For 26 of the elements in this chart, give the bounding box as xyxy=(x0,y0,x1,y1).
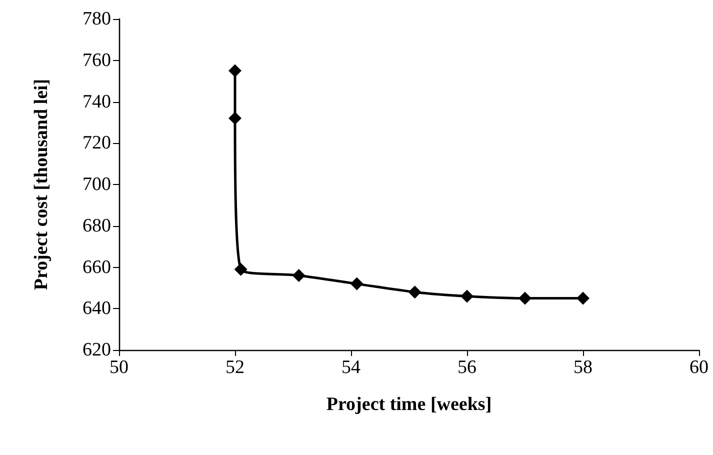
x-tick-label: 54 xyxy=(342,357,361,378)
point xyxy=(292,269,306,282)
point xyxy=(576,292,590,305)
x-tick-label: 52 xyxy=(226,357,244,378)
point xyxy=(234,262,248,276)
x-axis-title: Project time [weeks] xyxy=(326,394,492,415)
y-tick-label: 740 xyxy=(82,91,111,112)
y-tick-label: 760 xyxy=(82,50,111,71)
y-tick-label: 780 xyxy=(82,8,111,30)
y-tick-label: 620 xyxy=(82,340,111,360)
point xyxy=(518,292,532,305)
y-tick-label: 720 xyxy=(82,132,111,154)
y-tick-label: 660 xyxy=(82,256,111,278)
x-tick-label: 50 xyxy=(110,357,128,378)
y-tick-label: 700 xyxy=(82,174,111,195)
y-tick-label: 640 xyxy=(82,298,111,320)
point xyxy=(460,290,474,303)
x-tick-label: 60 xyxy=(690,357,708,378)
y-axis-title: Project cost [thousand lei] xyxy=(31,78,52,290)
x-tick-label: 58 xyxy=(574,357,592,378)
point xyxy=(350,277,364,290)
point xyxy=(408,286,422,299)
y-tick-label: 680 xyxy=(82,215,111,236)
x-tick-label: 56 xyxy=(458,357,476,378)
point xyxy=(228,112,242,125)
point xyxy=(228,64,242,78)
